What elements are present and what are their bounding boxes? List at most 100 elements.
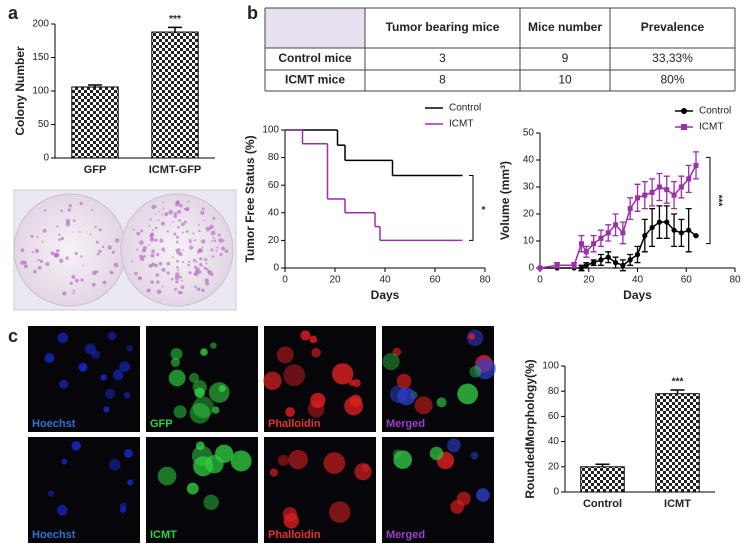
table-cell: 8 bbox=[439, 73, 446, 87]
table-cell: ICMT mice bbox=[285, 73, 345, 87]
colony bbox=[192, 232, 195, 235]
colony bbox=[210, 248, 214, 252]
colony bbox=[175, 280, 179, 284]
x-tick-label: 0 bbox=[537, 275, 543, 286]
colony bbox=[161, 267, 166, 272]
colony bbox=[45, 262, 50, 267]
colony bbox=[37, 258, 40, 262]
colony bbox=[151, 249, 155, 253]
colony bbox=[184, 206, 190, 212]
point bbox=[591, 241, 597, 247]
colony bbox=[194, 285, 197, 288]
colony bbox=[205, 281, 210, 286]
colony bbox=[33, 269, 37, 274]
colony bbox=[68, 204, 72, 208]
y-tick-label: 100 bbox=[542, 361, 559, 372]
colony bbox=[163, 250, 166, 253]
colony bbox=[213, 239, 217, 243]
colony bbox=[31, 251, 34, 254]
colony bbox=[174, 287, 178, 291]
stain-label: GFP bbox=[150, 418, 173, 430]
point bbox=[583, 249, 589, 255]
colony bbox=[154, 263, 158, 268]
colony bbox=[198, 248, 204, 253]
colony bbox=[56, 249, 59, 253]
colony bbox=[162, 201, 165, 204]
cell bbox=[214, 444, 234, 463]
colony bbox=[203, 219, 206, 222]
cell bbox=[212, 406, 220, 414]
cell bbox=[100, 374, 107, 381]
cell bbox=[170, 357, 180, 367]
colony bbox=[96, 252, 100, 256]
y-tick-label: 10 bbox=[523, 236, 535, 247]
colony bbox=[154, 238, 158, 242]
y-tick-label: 40 bbox=[523, 155, 535, 166]
cell bbox=[119, 361, 131, 373]
cell bbox=[157, 466, 177, 486]
colony bbox=[174, 275, 180, 281]
colony bbox=[188, 271, 192, 275]
error-bar bbox=[670, 389, 685, 394]
point bbox=[686, 176, 692, 182]
colony bbox=[65, 218, 71, 224]
cell bbox=[414, 396, 433, 415]
colony bbox=[60, 209, 63, 213]
colony bbox=[149, 233, 154, 239]
stain-label: Merged bbox=[386, 529, 425, 541]
table-header: Prevalence bbox=[641, 20, 705, 34]
colony bbox=[173, 232, 177, 236]
point bbox=[613, 222, 619, 228]
colony bbox=[162, 207, 165, 210]
cell bbox=[123, 391, 131, 399]
colony bbox=[151, 204, 156, 210]
x-tick-label: 20 bbox=[329, 275, 341, 286]
cell bbox=[277, 454, 289, 466]
colony bbox=[60, 236, 64, 241]
significance-bracket bbox=[706, 156, 711, 245]
colony bbox=[201, 246, 204, 249]
significance-mark: * bbox=[475, 206, 486, 210]
y-tick-label: 30 bbox=[523, 182, 535, 193]
table-cell: 3 bbox=[439, 51, 446, 65]
point bbox=[571, 262, 577, 268]
colony bbox=[175, 248, 179, 252]
colony bbox=[193, 239, 197, 242]
colony bbox=[139, 240, 144, 245]
cell bbox=[476, 488, 490, 502]
colony bbox=[37, 265, 42, 270]
colony bbox=[156, 253, 160, 257]
colony bbox=[211, 255, 215, 258]
colony bbox=[168, 209, 174, 215]
colony bbox=[154, 212, 157, 215]
colony bbox=[159, 238, 164, 243]
cell bbox=[103, 406, 110, 413]
colony bbox=[139, 254, 143, 259]
cell bbox=[78, 362, 88, 372]
y-tick-label: 60 bbox=[548, 411, 560, 422]
colony bbox=[23, 264, 28, 269]
colony bbox=[188, 239, 192, 242]
colony bbox=[136, 231, 141, 236]
colony bbox=[176, 259, 179, 263]
cell bbox=[126, 345, 133, 352]
bar bbox=[151, 31, 199, 159]
colony bbox=[180, 285, 185, 289]
cell bbox=[457, 383, 479, 405]
colony bbox=[164, 212, 169, 217]
micrograph bbox=[28, 326, 140, 432]
colony bbox=[216, 246, 219, 249]
colony bbox=[136, 248, 139, 251]
colony bbox=[41, 240, 44, 243]
colony bbox=[150, 253, 155, 258]
colony bbox=[56, 225, 59, 228]
colony bbox=[177, 209, 182, 214]
cell bbox=[382, 352, 400, 371]
colony bbox=[172, 256, 174, 259]
colony bbox=[42, 228, 47, 233]
colony bbox=[152, 229, 155, 232]
bar bbox=[71, 86, 119, 159]
stain-label: Hoechst bbox=[32, 529, 76, 541]
colony bbox=[173, 212, 178, 216]
significance-mark: *** bbox=[712, 195, 723, 207]
